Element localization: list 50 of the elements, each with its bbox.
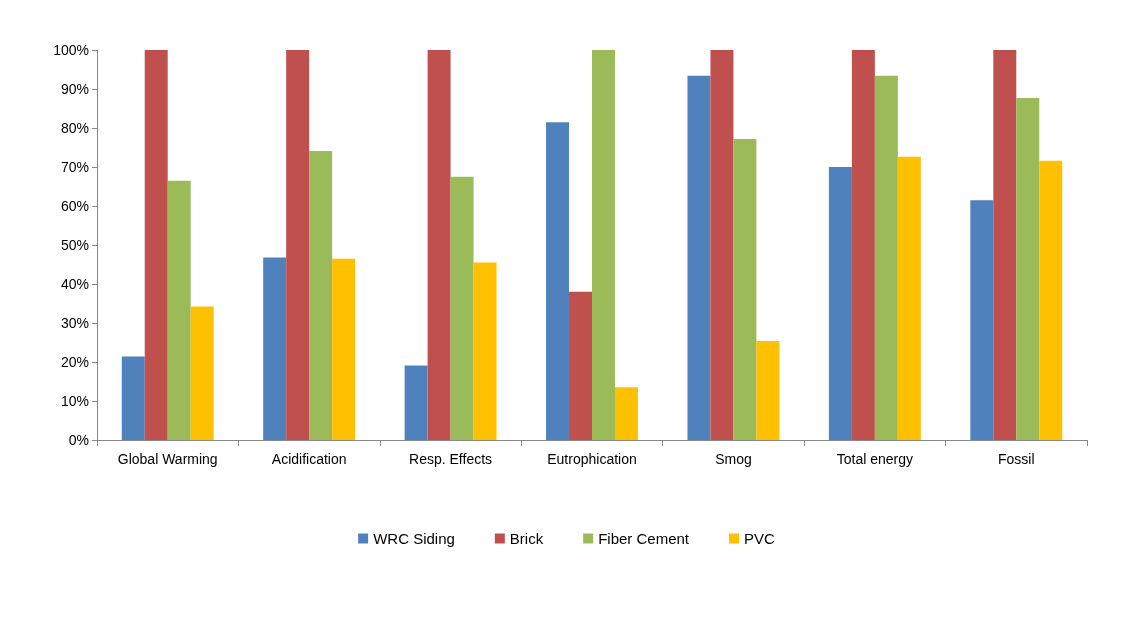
y-tick-label: 80% — [60, 120, 89, 136]
bar — [569, 291, 592, 440]
bar — [733, 138, 757, 440]
bar — [404, 365, 428, 440]
x-tick-label: Resp. Effects — [409, 451, 493, 467]
legend-label: Brick — [509, 530, 544, 547]
y-tick-label: 10% — [60, 393, 89, 409]
y-tick-label: 90% — [60, 81, 89, 97]
bar — [144, 50, 168, 440]
y-tick-label: 40% — [60, 276, 89, 292]
bar — [828, 167, 852, 440]
bar — [427, 50, 451, 440]
x-tick-label: Eutrophication — [547, 451, 637, 467]
bar — [450, 176, 474, 440]
bar — [263, 257, 287, 440]
x-tick-label: Acidification — [271, 451, 347, 467]
bar — [993, 50, 1017, 440]
bar — [614, 387, 638, 440]
bar — [756, 340, 780, 440]
bar — [167, 180, 191, 440]
y-tick-label: 100% — [53, 42, 89, 58]
legend-label: Fiber Cement — [598, 530, 690, 547]
bar — [190, 306, 214, 440]
x-tick-label: Global Warming — [117, 451, 218, 467]
bar — [874, 75, 898, 440]
legend-label: PVC — [744, 530, 776, 547]
bar — [592, 50, 615, 440]
bar — [687, 75, 711, 440]
bar — [309, 151, 333, 440]
bar — [332, 258, 356, 440]
bar — [851, 50, 875, 440]
y-tick-label: 50% — [60, 237, 89, 253]
bar — [970, 200, 994, 440]
bar — [710, 50, 734, 440]
bar — [897, 156, 921, 440]
bar — [121, 356, 145, 440]
y-tick-label: 30% — [60, 315, 89, 331]
bar — [473, 262, 497, 440]
legend-label: WRC Siding — [373, 530, 455, 547]
y-tick-label: 0% — [68, 432, 89, 448]
y-tick-label: 20% — [60, 354, 89, 370]
bar — [1016, 97, 1040, 440]
y-tick-label: 70% — [60, 159, 89, 175]
x-tick-label: Total energy — [836, 451, 913, 467]
bar — [286, 50, 310, 440]
x-tick-label: Smog — [715, 451, 752, 467]
bar — [546, 122, 570, 440]
x-tick-label: Fossil — [998, 451, 1035, 467]
y-tick-label: 60% — [60, 198, 89, 214]
bar — [1039, 160, 1063, 440]
